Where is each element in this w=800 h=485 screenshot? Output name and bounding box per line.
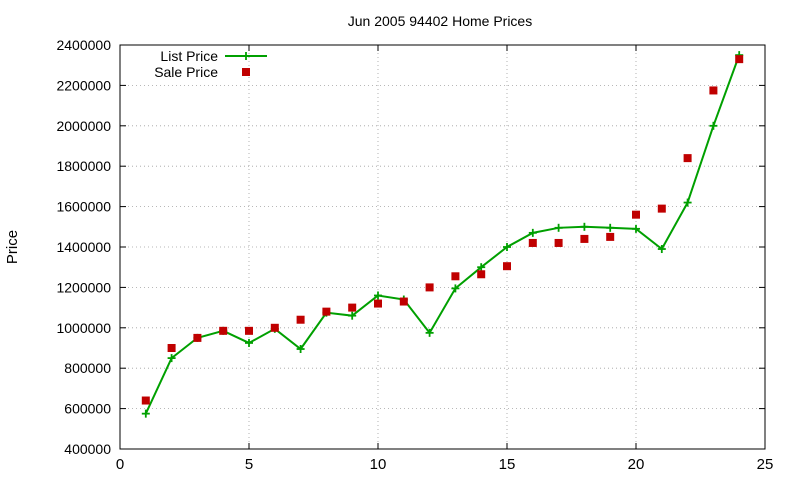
sale-price-point: [296, 315, 305, 324]
list-price-line: [144, 54, 741, 415]
sale-price-point: [451, 272, 460, 281]
series-list-price: [141, 51, 744, 418]
list-price-point: [528, 228, 537, 237]
y-tick-label: 2000000: [56, 118, 111, 134]
sale-price-point: [141, 396, 150, 405]
x-tick-label: 5: [245, 456, 253, 473]
legend-label: List Price: [160, 48, 218, 64]
list-price-point: [477, 263, 486, 272]
x-tick-label: 20: [628, 456, 645, 473]
chart-title: Jun 2005 94402 Home Prices: [348, 13, 532, 29]
list-price-point: [606, 223, 615, 232]
list-price-point: [296, 345, 305, 354]
list-price-point: [348, 311, 357, 320]
sale-price-point: [348, 303, 357, 312]
sale-price-point: [477, 270, 486, 279]
y-tick-label: 2400000: [56, 37, 111, 53]
list-price-point: [245, 338, 253, 347]
sale-price-point: [425, 283, 434, 292]
y-tick-label: 1000000: [56, 320, 111, 336]
list-price-point: [503, 243, 511, 251]
list-price-point: [657, 245, 666, 254]
list-price-point: [374, 291, 382, 300]
sale-price-point: [657, 204, 666, 213]
sale-price-point: [219, 326, 228, 335]
sale-price-point: [270, 323, 279, 332]
y-tick-label: 1800000: [56, 158, 111, 174]
y-tick-label: 1600000: [56, 199, 111, 215]
sale-price-point: [709, 86, 718, 95]
sale-price-point: [528, 238, 537, 247]
y-tick-label: 400000: [64, 441, 111, 457]
list-price-point: [683, 198, 692, 207]
series-layer: [141, 51, 744, 418]
x-tick-label: 10: [370, 456, 387, 473]
series-sale-price: [141, 55, 744, 405]
y-axis-label: Price: [4, 230, 21, 264]
list-price-point: [580, 222, 589, 231]
y-tick-label: 800000: [64, 360, 111, 376]
sale-price-point: [245, 326, 253, 335]
legend-label: Sale Price: [154, 64, 218, 80]
sale-price-point: [554, 238, 563, 247]
y-tick-label: 600000: [64, 401, 111, 417]
list-price-point: [167, 354, 176, 363]
list-price-point: [141, 409, 150, 418]
sale-price-point: [167, 344, 176, 352]
y-tick-label: 1200000: [56, 279, 111, 295]
y-tick-label: 2200000: [56, 77, 111, 93]
x-tick-label: 25: [757, 456, 774, 473]
sale-price-point: [193, 333, 202, 342]
list-price-point: [451, 284, 460, 293]
legend-plus-swatch: [242, 52, 250, 60]
sale-price-point: [374, 299, 382, 308]
sale-price-point: [735, 55, 744, 64]
sale-price-point: [606, 232, 615, 241]
axes: 0 5 10 15 20 25 400000 600000 800000 1000000 12000…: [56, 37, 773, 473]
sale-price-point: [399, 297, 408, 306]
y-tick-label: 1400000: [56, 239, 111, 255]
list-price-point: [554, 223, 563, 232]
list-price-point: [632, 224, 640, 233]
x-tick-label: 15: [499, 456, 516, 473]
sale-price-point: [503, 262, 511, 271]
sale-price-point: [683, 154, 692, 163]
x-tick-label: 0: [116, 456, 124, 473]
sale-price-point: [580, 234, 589, 243]
list-price-point: [709, 121, 718, 130]
grid: [120, 45, 765, 449]
sale-price-point: [322, 307, 331, 316]
list-price-point: [425, 328, 434, 337]
sale-price-point: [632, 210, 640, 219]
legend-square-swatch: [242, 68, 250, 76]
